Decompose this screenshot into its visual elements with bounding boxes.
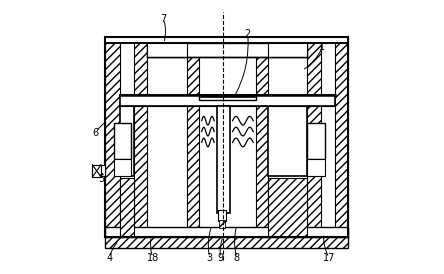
Bar <box>105 37 348 237</box>
Bar <box>147 43 307 57</box>
Text: 3: 3 <box>207 253 213 263</box>
Bar <box>120 178 134 237</box>
Text: 18: 18 <box>147 253 159 263</box>
Text: 6: 6 <box>93 128 99 138</box>
Text: 1: 1 <box>319 42 325 53</box>
Text: 9: 9 <box>218 253 224 263</box>
Bar <box>105 37 120 237</box>
Text: 7: 7 <box>161 14 167 24</box>
Bar <box>218 210 226 221</box>
Text: 4: 4 <box>107 253 112 263</box>
Bar <box>114 159 131 176</box>
Bar <box>199 95 256 99</box>
Text: 5: 5 <box>98 174 104 184</box>
Bar <box>307 159 325 176</box>
Bar <box>219 220 225 228</box>
Bar <box>120 106 134 176</box>
Bar <box>105 227 348 237</box>
Bar <box>114 124 131 159</box>
Bar <box>217 106 230 213</box>
Text: 17: 17 <box>323 253 335 263</box>
Bar <box>120 95 335 106</box>
Bar <box>335 37 348 237</box>
Bar <box>200 94 254 97</box>
Bar <box>147 43 187 57</box>
Bar <box>307 37 321 237</box>
Bar <box>92 165 105 176</box>
Bar <box>92 165 101 177</box>
Bar <box>256 37 268 237</box>
Bar <box>187 37 199 237</box>
Bar <box>134 37 147 237</box>
Bar <box>268 178 307 237</box>
Text: 8: 8 <box>234 253 240 263</box>
Text: 2: 2 <box>245 29 251 39</box>
Bar <box>105 37 348 43</box>
Bar <box>105 236 348 248</box>
Bar <box>307 124 325 159</box>
Bar <box>268 43 307 57</box>
Bar <box>268 106 307 176</box>
